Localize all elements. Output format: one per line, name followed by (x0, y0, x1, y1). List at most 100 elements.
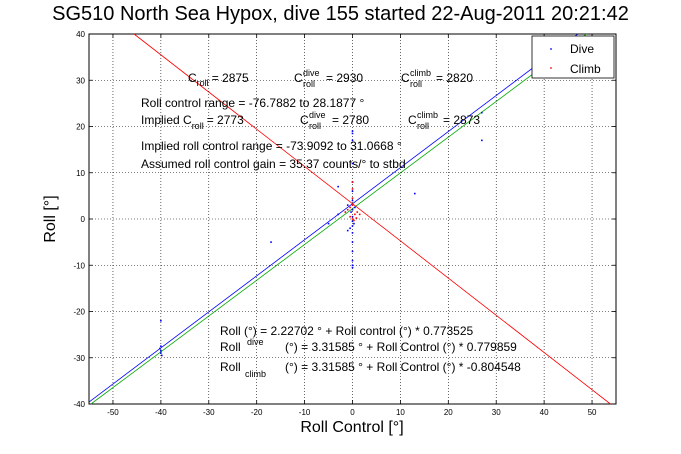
data-point (349, 206, 351, 209)
data-point (350, 211, 352, 213)
data-point (351, 188, 354, 190)
legend-climb-label: Climb (570, 62, 601, 76)
y-ticks: -40 -30 -20 -10 0 10 20 30 40 (73, 30, 616, 409)
legend-climb-marker (550, 67, 552, 69)
data-point (351, 199, 354, 202)
data-point (353, 222, 355, 225)
x-tick-label: -30 (203, 408, 215, 417)
fit2-prefix: Roll (220, 340, 241, 354)
fit-line (88, 33, 579, 403)
x-tick-label: -20 (251, 408, 263, 417)
data-point (160, 350, 162, 352)
c-roll-val: = 2875 (212, 71, 249, 85)
data-point (351, 250, 354, 253)
x-tick-label: -10 (299, 408, 311, 417)
data-point (351, 162, 354, 165)
y-tick-label: 20 (76, 123, 85, 132)
y-tick-label: 0 (81, 215, 86, 224)
fit-line (133, 33, 611, 405)
fit-line (90, 33, 587, 405)
c-roll-sub: roll (197, 78, 209, 88)
data-point (351, 266, 354, 269)
y-tick-label: -40 (73, 400, 85, 409)
data-point (344, 211, 347, 213)
implied-c-roll: Implied C (141, 113, 192, 127)
legend-box (531, 35, 615, 79)
data-point (351, 220, 354, 223)
data-point (351, 218, 354, 220)
x-tick-label: 50 (588, 408, 597, 417)
data-point (481, 139, 483, 142)
x-tick-label: -40 (155, 408, 167, 417)
annotation-line-3: Implied Croll = 2773 (141, 113, 244, 131)
x-tick-label: 40 (540, 408, 549, 417)
c-roll: C (188, 71, 197, 85)
implied-roll-sub: roll (192, 121, 204, 131)
data-point (351, 204, 354, 206)
x-tick-label: 10 (396, 408, 405, 417)
data-point (346, 204, 349, 206)
x-tick-label: -50 (107, 408, 119, 417)
data-point (351, 225, 354, 227)
x-ticks: -50 -40 -30 -20 -10 0 10 20 30 40 50 (107, 34, 597, 417)
x-tick-label: 20 (444, 408, 453, 417)
data-point (351, 130, 354, 132)
data-point (160, 345, 162, 347)
x-tick-label: 0 (350, 408, 355, 417)
data-point (355, 217, 358, 219)
data-point (356, 211, 359, 213)
x-tick-label: 30 (492, 408, 501, 417)
data-point (481, 111, 483, 114)
fit-equation-2: Roll (220, 340, 241, 354)
annotation-c-dive-sub: roll (303, 79, 315, 89)
data-point (351, 259, 354, 262)
data-point (351, 232, 354, 234)
data-point (351, 208, 354, 211)
annotation-c-dive-val: = 2930 (326, 71, 363, 85)
fit3-sub: climb (245, 369, 266, 379)
data-point (327, 222, 330, 225)
data-point (346, 229, 349, 232)
implied-c-climb-sup: climb (417, 110, 438, 120)
data-point (346, 208, 349, 211)
data-point (351, 139, 354, 142)
fit2-sub: dive (247, 337, 264, 347)
x-axis-label: Roll Control [°] (300, 419, 403, 436)
annotation-c-climb-sub: roll (410, 79, 422, 89)
data-point (159, 347, 161, 350)
fit3-prefix: Roll (220, 360, 241, 374)
y-axis-label: Roll [°] (42, 195, 59, 242)
y-tick-label: 10 (76, 169, 85, 178)
data-point (351, 132, 354, 135)
data-point (337, 213, 339, 216)
data-point (351, 181, 354, 183)
data-point (349, 215, 351, 218)
data-point (270, 241, 272, 243)
fit-lines (88, 33, 611, 405)
annotation-line-2: Roll control range = -76.7882 to 28.1877… (141, 96, 364, 110)
data-point (354, 213, 356, 216)
y-tick-label: -30 (73, 354, 85, 363)
data-point (351, 241, 354, 243)
data-point (351, 197, 354, 199)
legend-dive-label: Dive (570, 42, 594, 56)
fit-equation-1: Roll (°) = 2.22702 ° + Roll control (°) … (220, 324, 474, 338)
legend-dive-marker (550, 48, 552, 50)
annotation-line-5: Assumed roll control gain = 35.37 counts… (141, 157, 406, 171)
annotation-line-4: Implied roll control range = -73.9092 to… (141, 139, 402, 153)
c-dive: C (294, 71, 303, 85)
implied-c-dive-val: = 2780 (332, 113, 369, 127)
y-tick-label: -10 (73, 261, 85, 270)
y-tick-label: -20 (73, 308, 85, 317)
implied-c-roll-val: = 2773 (207, 113, 244, 127)
annotation-c-climb-sup: climb (410, 68, 431, 78)
annotation-c-dive-sup: dive (303, 68, 320, 78)
y-tick-label: 40 (76, 30, 85, 39)
data-point (351, 264, 354, 267)
data-point (413, 192, 416, 195)
annotations: Croll = 2875 C dive roll = 2930 C climb r… (141, 68, 521, 379)
implied-c-climb-val: = 2873 (443, 113, 480, 127)
data-point (351, 190, 354, 193)
data-point (349, 227, 351, 230)
